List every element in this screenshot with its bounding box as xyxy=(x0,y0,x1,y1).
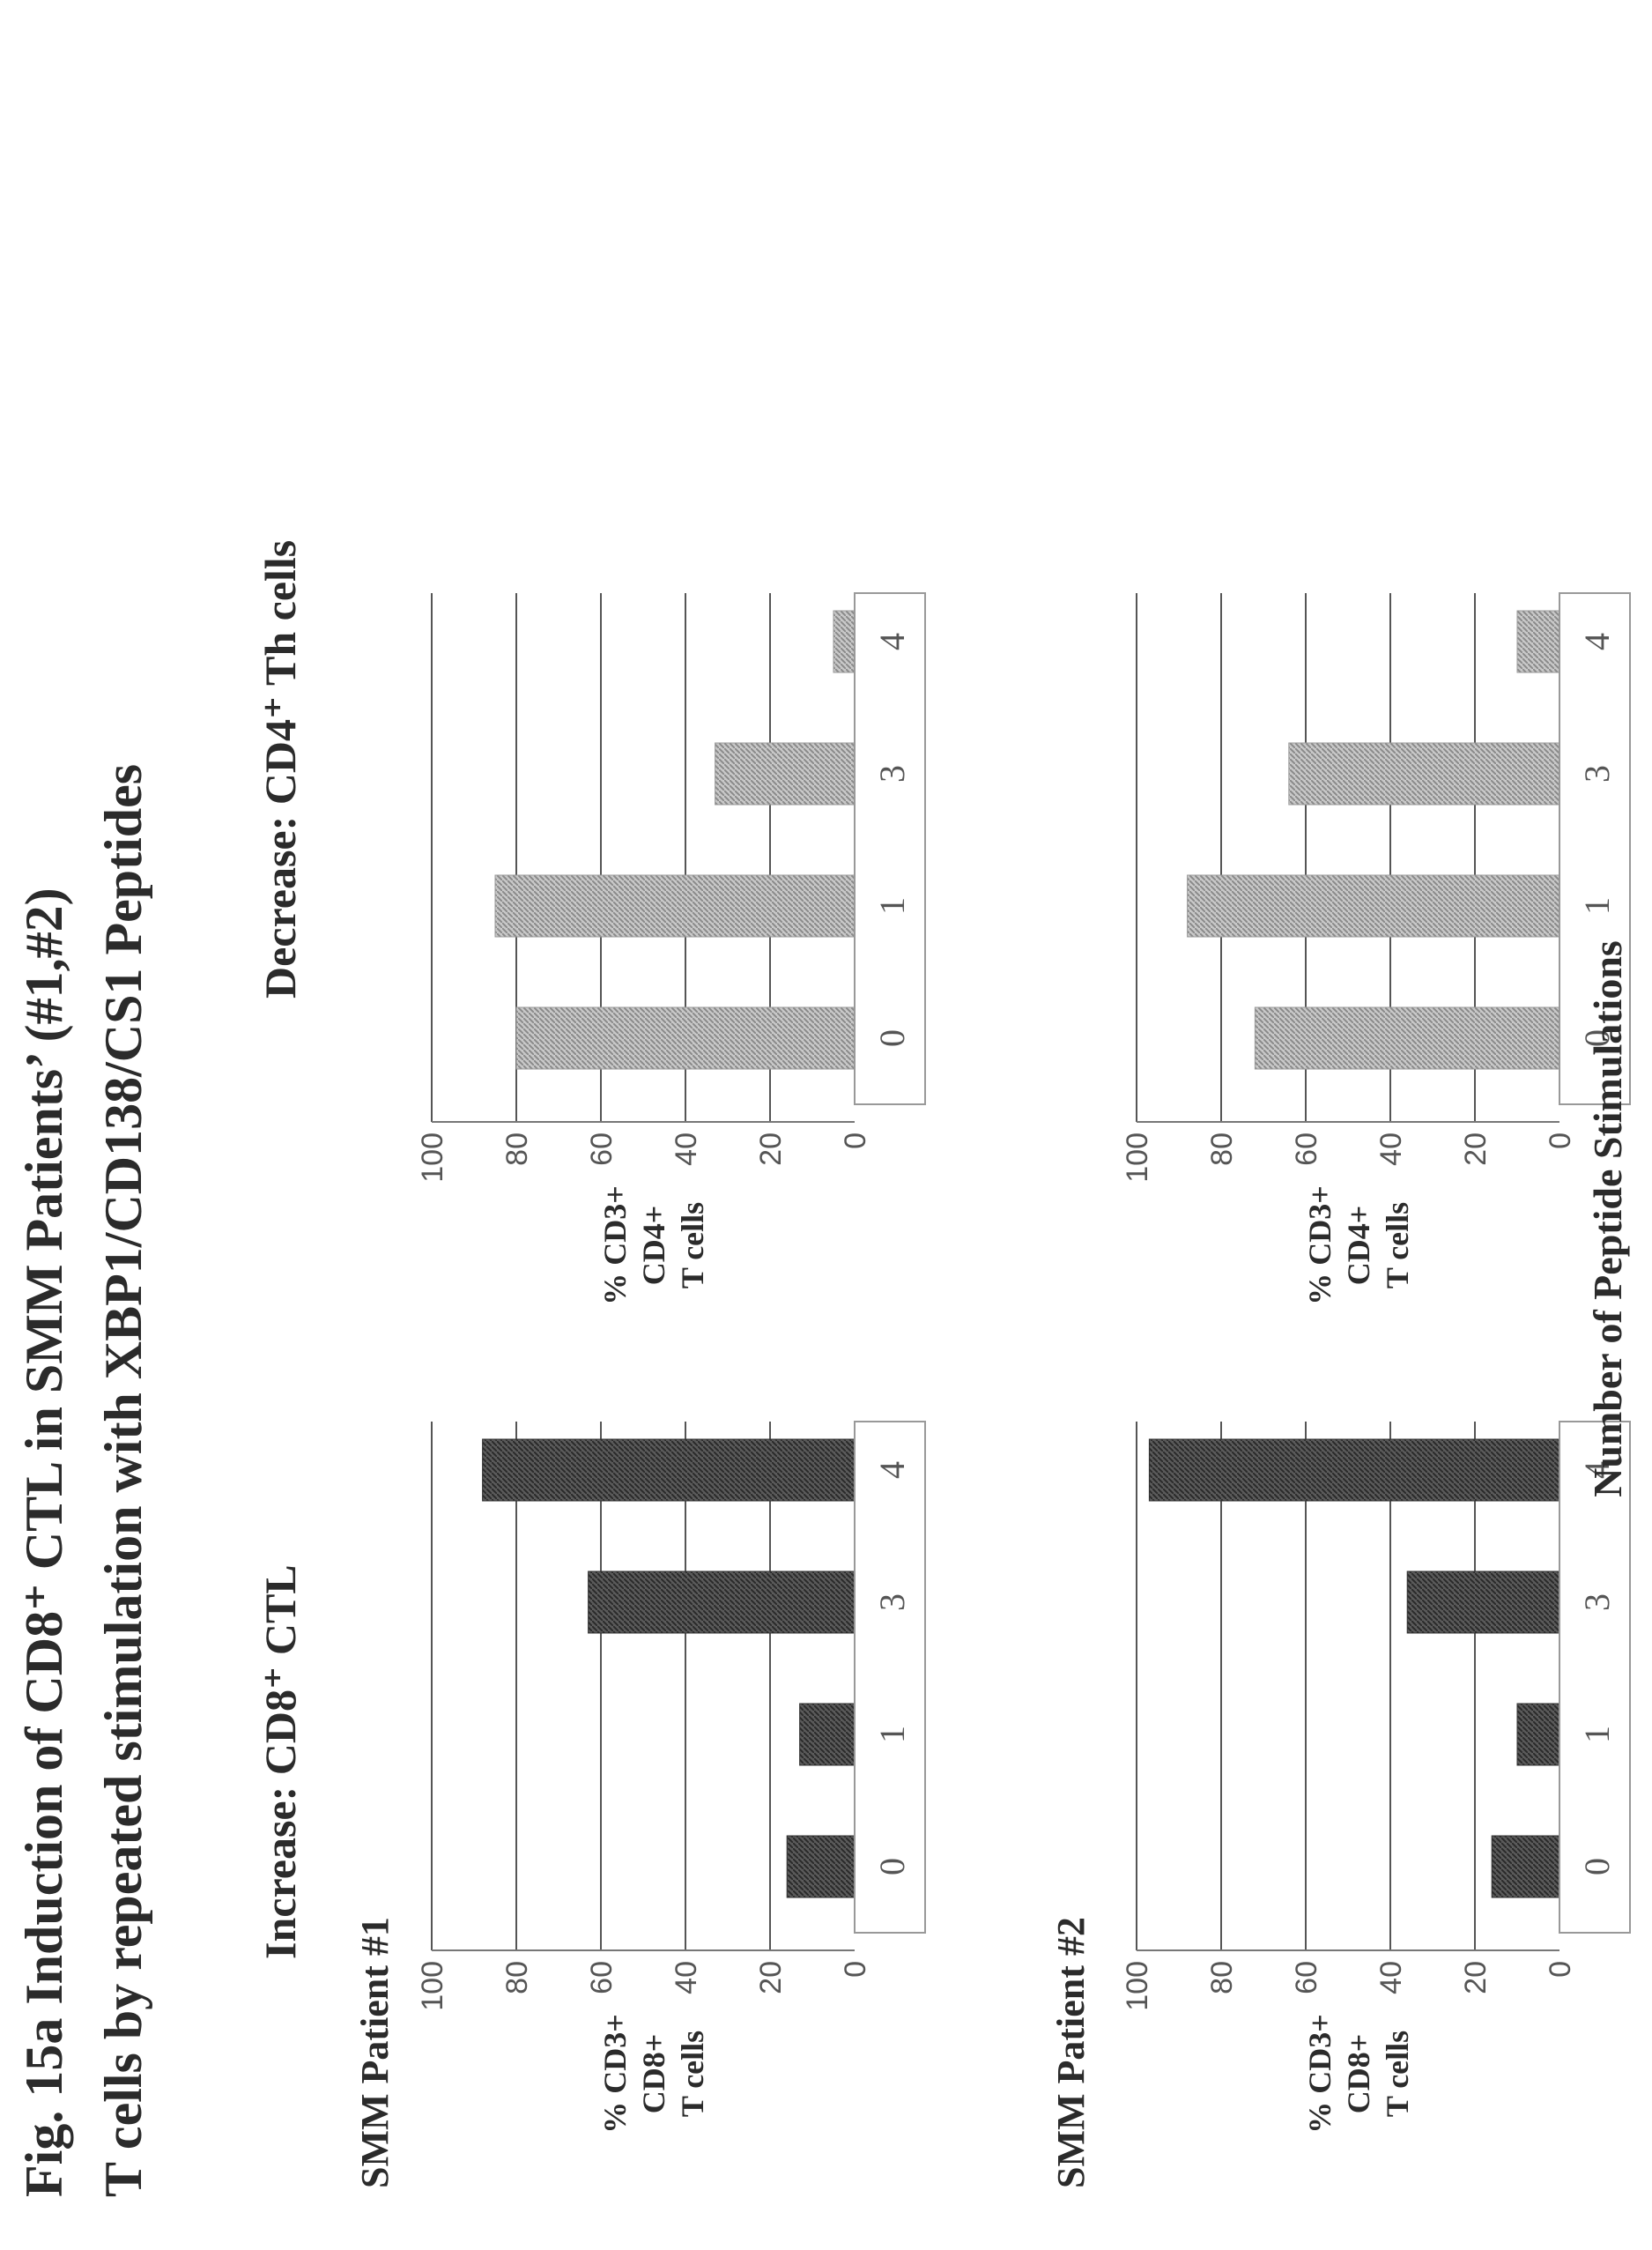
bar-1 xyxy=(1516,1703,1560,1766)
y-tick-label: 0 xyxy=(1544,1961,1577,1978)
x-axis-band xyxy=(854,592,926,1105)
chart-cd4-patient2: % CD3+ CD4+ T cells 0 20 40 60 80 100 0 1 3 4 xyxy=(1121,592,1631,1305)
y-tick-label: 0 xyxy=(839,1132,872,1149)
y-tick-label: 0 xyxy=(1544,1132,1577,1149)
y-axis-label: % CD3+ xyxy=(597,1185,633,1305)
y-tick-label: 100 xyxy=(1121,1132,1154,1183)
y-axis-label: T cells xyxy=(1380,1202,1415,1288)
bar-0 xyxy=(1254,1006,1560,1070)
y-axis-label: CD4+ xyxy=(636,1206,671,1286)
bar-1 xyxy=(494,874,856,938)
y-tick-label: 80 xyxy=(1205,1132,1239,1166)
bar-3 xyxy=(1406,1571,1560,1634)
figure-title-line2: T cells by repeated stimulation with XBP… xyxy=(94,764,152,2197)
y-axis-label: CD8+ xyxy=(1341,2034,1376,2114)
x-axis-band xyxy=(1559,1421,1631,1934)
patient2-label: SMM Patient #2 xyxy=(1049,1917,1093,2188)
figure-title-line1: Fig. 15a Induction of CD8⁺ CTL in SMM Pa… xyxy=(15,887,73,2197)
chart-cd8-patient1: % CD3+ CD8+ T cells 0 20 40 60 80 100 0 1 3 4 xyxy=(416,1421,926,2134)
x-tick-label: 4 xyxy=(1577,1461,1617,1479)
y-tick-label: 60 xyxy=(1290,1961,1323,1994)
y-tick-label: 60 xyxy=(585,1961,619,1994)
y-tick-label: 60 xyxy=(585,1132,619,1166)
x-tick-label: 4 xyxy=(872,633,912,650)
x-tick-label: 4 xyxy=(872,1461,912,1479)
right-heading: Decrease: CD4⁺ Th cells xyxy=(256,540,305,999)
bar-4 xyxy=(833,610,856,673)
y-axis-label: T cells xyxy=(1380,2031,1415,2117)
bar-0 xyxy=(786,1835,856,1898)
y-tick-label: 100 xyxy=(1121,1961,1154,2011)
x-tick-label: 1 xyxy=(1577,897,1617,915)
chart-cd4-patient1: % CD3+ CD4+ T cells 0 20 40 60 80 100 0 1 3 4 xyxy=(416,592,926,1305)
x-axis-band xyxy=(854,1421,926,1934)
chart-cd8-patient2: % CD3+ CD8+ T cells 0 20 40 60 80 100 0 1 3 4 xyxy=(1121,1421,1631,2134)
y-tick-label: 20 xyxy=(754,1132,788,1166)
y-tick-label: 20 xyxy=(1459,1961,1493,1994)
bar-4 xyxy=(482,1438,856,1502)
x-tick-label: 1 xyxy=(872,897,912,915)
y-axis-label: % CD3+ xyxy=(1302,1185,1337,1305)
shared-xlabel: Number of Peptide Stimulations xyxy=(1585,940,1630,1497)
y-tick-label: 20 xyxy=(754,1961,788,1994)
bar-0 xyxy=(515,1006,856,1070)
y-axis-label: T cells xyxy=(675,2031,710,2117)
left-heading: Increase: CD8⁺ CTL xyxy=(256,1564,305,1959)
x-tick-label: 3 xyxy=(1577,1593,1617,1611)
y-tick-label: 40 xyxy=(1374,1132,1408,1166)
bar-4 xyxy=(1148,1438,1560,1502)
x-tick-label: 0 xyxy=(1577,1858,1617,1875)
bar-3 xyxy=(588,1571,856,1634)
y-tick-label: 80 xyxy=(500,1132,534,1166)
y-axis-label: % CD3+ xyxy=(597,2014,633,2134)
y-tick-label: 0 xyxy=(839,1961,872,1978)
x-axis-band xyxy=(1559,592,1631,1105)
bar-1 xyxy=(799,1703,856,1766)
bar-1 xyxy=(1187,874,1560,938)
y-tick-label: 60 xyxy=(1290,1132,1323,1166)
x-tick-label: 0 xyxy=(872,1858,912,1875)
x-tick-label: 0 xyxy=(872,1029,912,1047)
y-tick-label: 40 xyxy=(670,1132,703,1166)
y-tick-label: 100 xyxy=(416,1132,449,1183)
x-tick-label: 3 xyxy=(872,765,912,783)
patient1-label: SMM Patient #1 xyxy=(353,1917,396,2188)
x-tick-label: 4 xyxy=(1577,633,1617,650)
y-axis-label: T cells xyxy=(675,1202,710,1288)
bar-3 xyxy=(1288,742,1560,806)
x-tick-label: 3 xyxy=(1577,765,1617,783)
x-tick-label: 1 xyxy=(872,1726,912,1743)
x-tick-label: 0 xyxy=(1577,1029,1617,1047)
y-tick-label: 100 xyxy=(416,1961,449,2011)
bar-3 xyxy=(715,742,856,806)
y-tick-label: 80 xyxy=(500,1961,534,1994)
bar-4 xyxy=(1516,610,1560,673)
y-axis-label: CD8+ xyxy=(636,2034,671,2114)
bar-0 xyxy=(1491,1835,1560,1898)
y-tick-label: 20 xyxy=(1459,1132,1493,1166)
x-tick-label: 1 xyxy=(1577,1726,1617,1743)
y-tick-label: 40 xyxy=(670,1961,703,1994)
y-axis-label: % CD3+ xyxy=(1302,2014,1337,2134)
y-tick-label: 40 xyxy=(1374,1961,1408,1994)
y-tick-label: 80 xyxy=(1205,1961,1239,1994)
x-tick-label: 3 xyxy=(872,1593,912,1611)
y-axis-label: CD4+ xyxy=(1341,1206,1376,1286)
